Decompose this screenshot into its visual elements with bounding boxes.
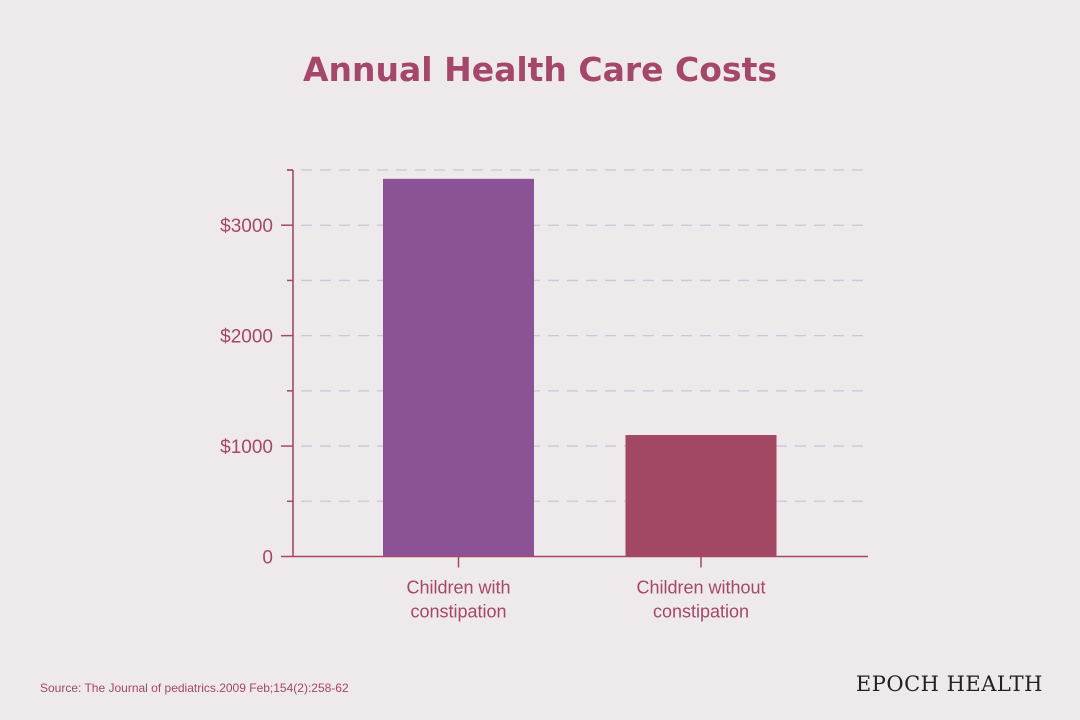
chart-title: Annual Health Care Costs	[302, 50, 777, 89]
y-tick-label: $3000	[220, 216, 273, 237]
y-tick-label: $2000	[220, 327, 273, 348]
x-tick-label: constipation	[653, 602, 749, 622]
bar-1	[383, 178, 534, 557]
y-tick-label: $1000	[220, 437, 273, 458]
source-citation: Source: The Journal of pediatrics.2009 F…	[40, 681, 349, 695]
x-tick-label: Children with	[406, 578, 510, 598]
x-tick-label: constipation	[410, 602, 506, 622]
bar-2	[625, 435, 777, 557]
y-tick-label: 0	[262, 548, 273, 569]
x-tick-label: Children without	[636, 578, 765, 598]
epoch-health-logo: EPOCH HEALTH	[855, 672, 1043, 696]
